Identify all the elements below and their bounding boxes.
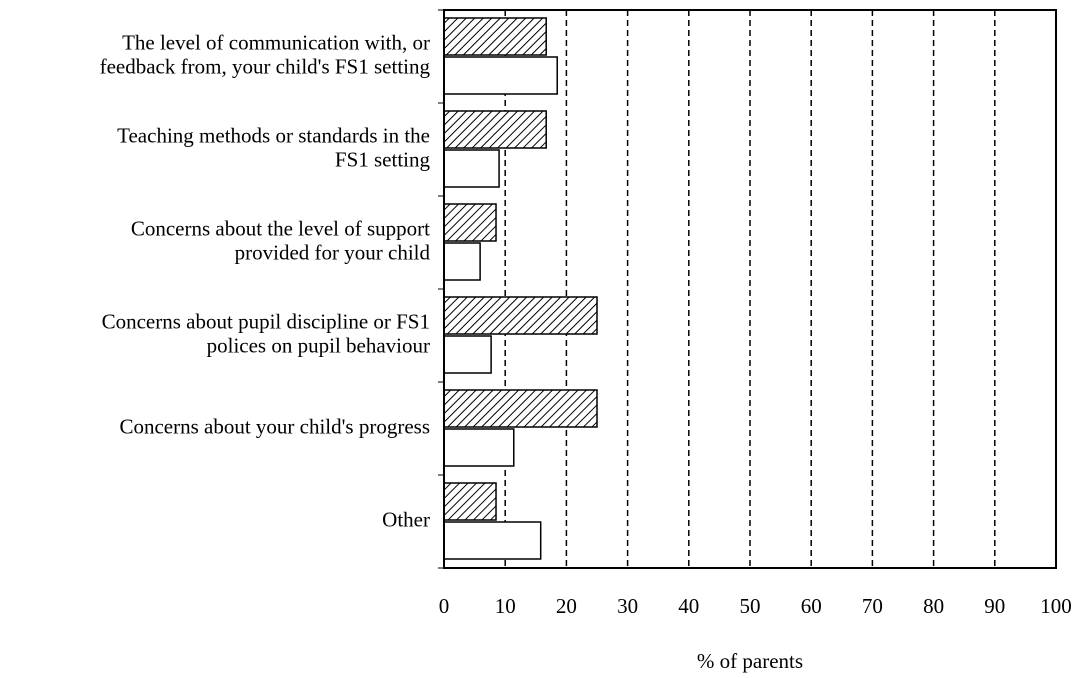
x-tick-label: 80	[923, 594, 944, 618]
bar	[443, 389, 598, 428]
y-tick-label-line: Concerns about the level of support	[131, 216, 430, 240]
y-tick-label: Concerns about the level of support provi…	[131, 216, 431, 264]
y-tick-label: The level of communication with, or feedb…	[100, 30, 431, 78]
x-tick-label: 100	[1040, 594, 1072, 618]
y-tick-label: Teaching methods or standards in the FS1 …	[117, 123, 430, 171]
x-tick-label: 60	[801, 594, 822, 618]
y-tick-label-line: Teaching methods or standards in the	[117, 123, 430, 147]
bar	[443, 482, 497, 521]
x-tick-label: 0	[439, 594, 450, 618]
bar	[443, 521, 542, 560]
bar	[443, 110, 547, 149]
y-tick-label: Other	[382, 507, 430, 531]
x-tick-label: 10	[495, 594, 516, 618]
y-tick-label-line: feedback from, your child's FS1 setting	[100, 54, 431, 78]
bar	[443, 17, 547, 56]
bar	[443, 335, 492, 374]
y-tick-label-line: The level of communication with, or	[122, 30, 430, 54]
x-axis-title: % of parents	[697, 649, 803, 673]
y-tick-label-line: polices on pupil behaviour	[207, 333, 430, 357]
y-tick-label: Concerns about pupil discipline or FS1 po…	[102, 309, 430, 357]
y-tick-label-line: FS1 setting	[335, 147, 431, 171]
y-tick-label-line: provided for your child	[235, 240, 431, 264]
plot-frame	[443, 9, 1057, 569]
x-tick-label: 40	[678, 594, 699, 618]
bar	[443, 203, 497, 242]
y-tick-label: Concerns about your child's progress	[119, 414, 430, 438]
bar	[443, 56, 558, 95]
bar	[443, 428, 515, 467]
x-tick-label: 70	[862, 594, 883, 618]
bar	[443, 296, 598, 335]
bar	[443, 242, 481, 281]
x-tick-label: 50	[740, 594, 761, 618]
y-tick-label-line: Other	[382, 507, 430, 531]
x-tick-label: 20	[556, 594, 577, 618]
y-tick-label-line: Concerns about pupil discipline or FS1	[102, 309, 430, 333]
bar	[443, 149, 500, 188]
y-tick-label-line: Concerns about your child's progress	[119, 414, 430, 438]
x-tick-label: 90	[984, 594, 1005, 618]
x-tick-label: 30	[617, 594, 638, 618]
